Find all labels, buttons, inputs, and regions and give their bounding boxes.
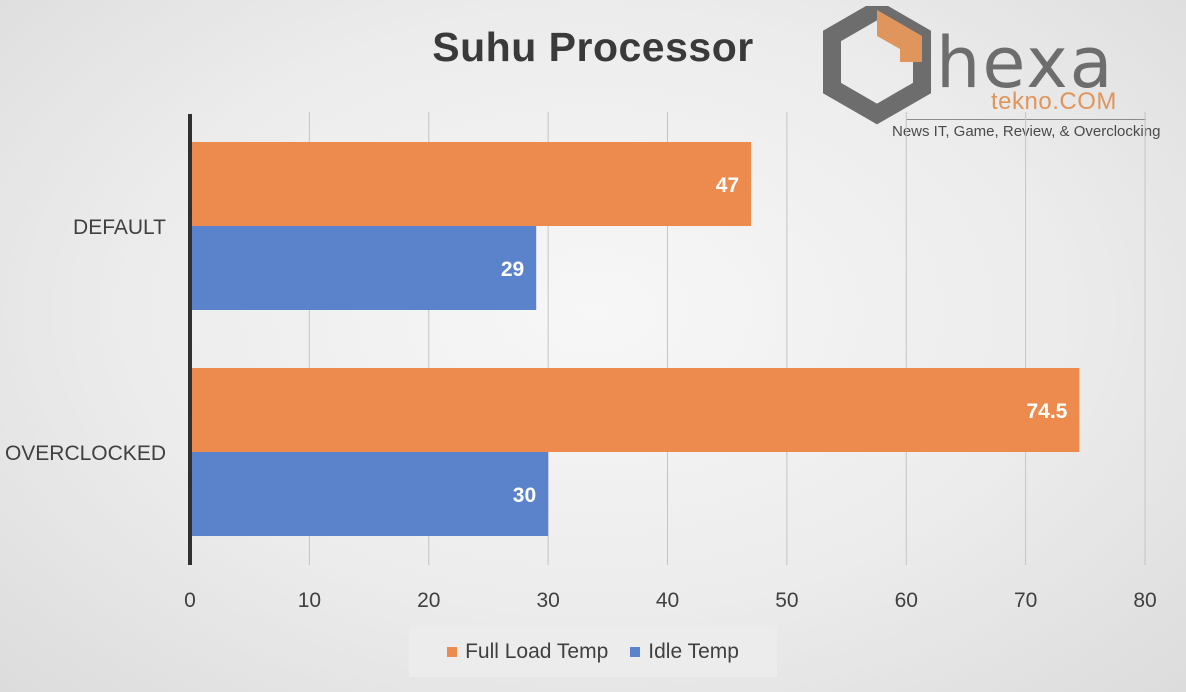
data-label-idle-0: 29 (501, 258, 524, 281)
logo-tagline: News IT, Game, Review, & Overclocking (892, 123, 1161, 140)
category-label-1: OVERCLOCKED (5, 442, 166, 465)
legend: Full Load Temp Idle Temp (409, 627, 777, 677)
bar-full-load-1 (190, 368, 1080, 452)
legend-item-full-load: Full Load Temp (447, 640, 608, 664)
hexagon-logo-icon (823, 6, 931, 125)
legend-label-idle: Idle Temp (648, 640, 739, 663)
x-tick-label-60: 60 (895, 589, 918, 612)
x-tick-label-30: 30 (536, 589, 559, 612)
x-tick-label-40: 40 (656, 589, 679, 612)
x-tick-label-80: 80 (1133, 589, 1156, 612)
category-label-0: DEFAULT (73, 216, 166, 239)
bar-full-load-0 (190, 142, 752, 226)
x-tick-label-70: 70 (1014, 589, 1037, 612)
data-label-full-load-1: 74.5 (1026, 400, 1067, 423)
logo-word: hexa (936, 22, 1115, 104)
legend-swatch-idle (630, 647, 641, 657)
legend-item-idle: Idle Temp (630, 640, 739, 664)
legend-label-full-load: Full Load Temp (465, 640, 609, 663)
bar-idle-0 (190, 226, 537, 310)
x-tick-label-50: 50 (775, 589, 798, 612)
x-tick-label-0: 0 (184, 589, 196, 612)
logo-subtitle: tekno.COM (991, 88, 1117, 115)
x-tick-label-20: 20 (417, 589, 440, 612)
chart-title: Suhu Processor (432, 24, 754, 70)
bar-idle-1 (190, 452, 549, 536)
x-tick-label-10: 10 (298, 589, 321, 612)
data-label-full-load-0: 47 (716, 174, 739, 197)
data-label-idle-1: 30 (513, 484, 536, 507)
legend-swatch-full-load (447, 647, 458, 657)
